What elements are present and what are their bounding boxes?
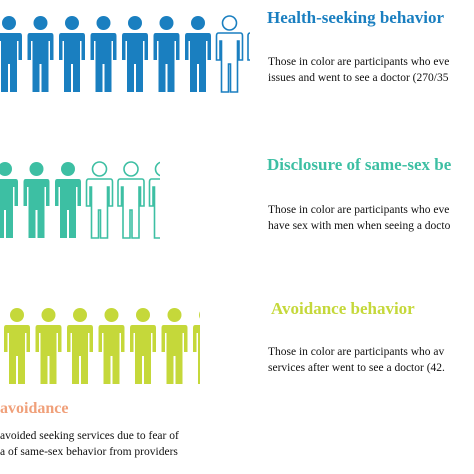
health-seeking-line-1: Those in color are participants who eve (268, 56, 450, 68)
health-seeking-person-icon-filled (90, 16, 117, 92)
avoidance-note-title: avoidance (0, 400, 69, 417)
avoidance-person-icon-filled (98, 308, 125, 384)
avoidance-line-1: Those in color are participants who av (268, 346, 445, 358)
disclosure-figures (0, 160, 160, 240)
avoidance-title: Avoidance behavior (271, 299, 415, 318)
health-seeking-figures (0, 14, 250, 94)
health-seeking-person-icon-filled (27, 16, 54, 92)
avoidance-figures (0, 306, 200, 386)
health-seeking-person-icon-filled (0, 16, 22, 92)
health-seeking-person-icon-outline (247, 32, 250, 61)
avoidance-note-text: avoided seeking services due to fear of … (0, 428, 179, 460)
avoidance-description: Those in color are participants who av s… (268, 344, 445, 376)
disclosure-people-icon-row (0, 161, 160, 239)
avoidance-note-line-1: avoided seeking services due to fear of (0, 430, 179, 442)
disclosure-line-2: have sex with men when seeing a docto (268, 220, 451, 232)
disclosure-person-icon-outline (148, 161, 160, 239)
disclosure-person-icon-filled (55, 162, 81, 238)
avoidance-person-icon-filled (67, 308, 93, 384)
health-seeking-description: Those in color are participants who eve … (268, 54, 449, 86)
health-seeking-person-icon-filled (59, 16, 85, 92)
disclosure-person-icon-outline (85, 161, 114, 239)
disclosure-description: Those in color are participants who eve … (268, 202, 450, 234)
avoidance-person-icon-filled (35, 308, 62, 384)
avoidance-person-icon-filled (193, 311, 200, 384)
disclosure-person-icon-filled (0, 162, 18, 238)
avoidance-people-icon-row (4, 308, 200, 384)
health-seeking-person-icon-filled (185, 16, 211, 92)
avoidance-person-icon-filled (130, 308, 156, 384)
health-seeking-person-icon-filled (153, 16, 180, 92)
health-seeking-line-2: issues and went to see a doctor (270/35 (268, 72, 449, 84)
disclosure-title: Disclosure of same-sex be (267, 155, 452, 174)
disclosure-person-icon-outline (117, 161, 145, 239)
health-seeking-person-icon-outline (215, 15, 244, 93)
health-seeking-title: Health-seeking behavior (267, 8, 445, 27)
avoidance-note-line-2: a of same-sex behavior from providers (0, 446, 178, 458)
disclosure-line-1: Those in color are participants who eve (268, 204, 450, 216)
avoidance-person-icon-filled (4, 308, 30, 384)
avoidance-line-2: services after went to see a doctor (42. (268, 362, 445, 374)
avoidance-person-icon-filled (161, 308, 188, 384)
disclosure-person-icon-filled (23, 162, 50, 238)
health-seeking-person-icon-filled (122, 16, 148, 92)
health-seeking-people-icon-row (0, 15, 250, 93)
